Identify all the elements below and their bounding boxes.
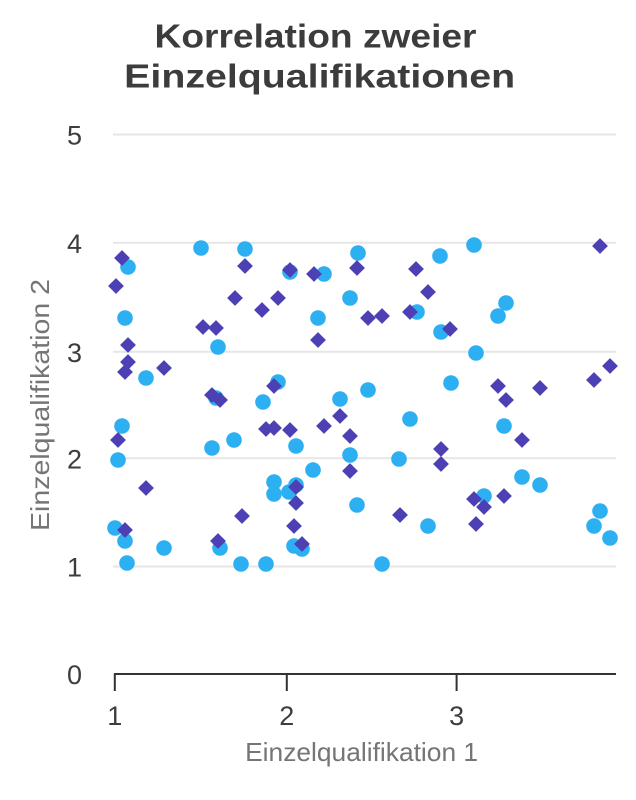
svg-text:1: 1 (67, 553, 82, 583)
svg-text:1: 1 (107, 701, 122, 731)
svg-text:0: 0 (67, 660, 82, 690)
svg-text:Einzelqualifikation 1: Einzelqualifikation 1 (245, 737, 478, 767)
svg-text:3: 3 (67, 338, 82, 368)
svg-text:3: 3 (449, 701, 464, 731)
svg-text:2: 2 (279, 701, 294, 731)
svg-text:Einzelqualifikationen: Einzelqualifikationen (124, 58, 515, 95)
svg-text:4: 4 (67, 229, 82, 259)
svg-text:2: 2 (67, 444, 82, 474)
svg-text:Korrelation zweier: Korrelation zweier (155, 17, 477, 54)
svg-text:Einzelqualifikation 2: Einzelqualifikation 2 (25, 279, 55, 531)
svg-text:5: 5 (67, 121, 82, 151)
